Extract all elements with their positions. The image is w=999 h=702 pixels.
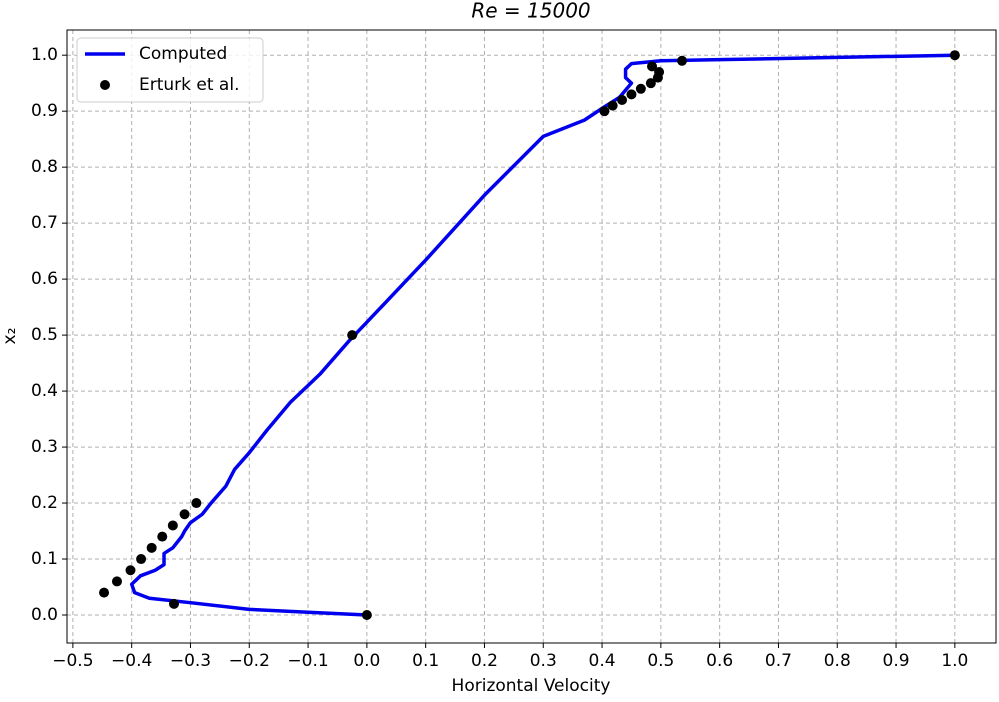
y-tick-label: 0.1 [31, 549, 58, 569]
y-tick-label: 0.0 [31, 605, 58, 625]
x-tick-label: −0.1 [287, 651, 328, 671]
point [617, 94, 628, 105]
point [347, 330, 358, 341]
x-tick-label: −0.4 [111, 651, 152, 671]
legend: Computed Erturk et al. [76, 37, 264, 103]
y-tick-label: 0.6 [31, 269, 58, 289]
legend-label: Computed [139, 44, 227, 64]
point [607, 100, 618, 111]
point [635, 83, 646, 94]
y-tick-label: 0.9 [31, 101, 58, 121]
x-tick-label: 1.0 [941, 651, 968, 671]
y-axis-label: x₂ [0, 328, 20, 345]
point [179, 509, 190, 520]
point [677, 55, 688, 66]
plot-frame [66, 29, 997, 644]
point [146, 542, 157, 553]
point [167, 520, 178, 531]
x-tick-label: 0.7 [765, 651, 792, 671]
point [157, 531, 168, 542]
point [169, 598, 180, 609]
x-axis-label: Horizontal Velocity [452, 676, 611, 696]
point [111, 576, 122, 587]
x-tick-label: 0.9 [883, 651, 910, 671]
point [652, 72, 663, 83]
legend-swatch [100, 80, 110, 90]
x-tick-label: 0.1 [412, 651, 439, 671]
legend-label: Erturk et al. [139, 75, 239, 95]
y-tick-label: 0.8 [31, 157, 58, 177]
x-tick-label: −0.2 [229, 651, 270, 671]
point [361, 610, 372, 621]
point [626, 89, 637, 100]
y-tick-label: 0.2 [31, 493, 58, 513]
x-tick-label: 0.0 [353, 651, 380, 671]
point [599, 106, 610, 117]
x-tick-label: 0.2 [471, 651, 498, 671]
y-tick-label: 0.4 [31, 381, 58, 401]
y-tick-label: 0.7 [31, 213, 58, 233]
point [125, 565, 136, 576]
x-tick-label: −0.3 [170, 651, 211, 671]
point [949, 50, 960, 61]
x-tick-label: 0.6 [706, 651, 733, 671]
y-tick-label: 0.5 [31, 325, 58, 345]
point [191, 498, 202, 509]
point [136, 554, 147, 565]
point [647, 61, 658, 72]
y-tick-label: 1.0 [31, 45, 58, 65]
y-tick-label: 0.3 [31, 437, 58, 457]
x-tick-label: 0.5 [647, 651, 674, 671]
x-tick-label: 0.4 [589, 651, 616, 671]
point [99, 587, 110, 598]
chart-title: Re = 15000 [471, 0, 590, 23]
x-tick-label: −0.5 [52, 651, 93, 671]
point [645, 78, 656, 89]
line [129, 53, 955, 617]
x-tick-label: 0.8 [824, 651, 851, 671]
x-tick-label: 0.3 [530, 651, 557, 671]
